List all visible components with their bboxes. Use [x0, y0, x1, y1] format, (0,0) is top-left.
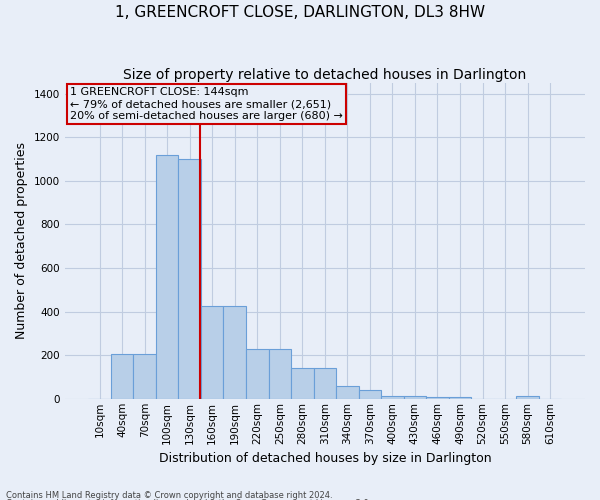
- Bar: [404, 396, 426, 399]
- Bar: [291, 368, 314, 399]
- Bar: [156, 154, 178, 399]
- Bar: [201, 306, 223, 399]
- Bar: [516, 396, 539, 399]
- Text: Contains public sector information licensed under the Open Government Licence v3: Contains public sector information licen…: [6, 499, 371, 500]
- Text: 1 GREENCROFT CLOSE: 144sqm
← 79% of detached houses are smaller (2,651)
20% of s: 1 GREENCROFT CLOSE: 144sqm ← 79% of deta…: [70, 88, 343, 120]
- Bar: [359, 390, 381, 399]
- Bar: [426, 396, 449, 399]
- Bar: [381, 396, 404, 399]
- Bar: [133, 354, 156, 399]
- Bar: [111, 354, 133, 399]
- Title: Size of property relative to detached houses in Darlington: Size of property relative to detached ho…: [123, 68, 526, 82]
- Y-axis label: Number of detached properties: Number of detached properties: [15, 142, 28, 340]
- Bar: [336, 386, 359, 399]
- Text: 1, GREENCROFT CLOSE, DARLINGTON, DL3 8HW: 1, GREENCROFT CLOSE, DARLINGTON, DL3 8HW: [115, 5, 485, 20]
- Bar: [246, 348, 269, 399]
- Text: Contains HM Land Registry data © Crown copyright and database right 2024.: Contains HM Land Registry data © Crown c…: [6, 490, 332, 500]
- Bar: [269, 348, 291, 399]
- Bar: [178, 159, 201, 399]
- Bar: [449, 396, 471, 399]
- X-axis label: Distribution of detached houses by size in Darlington: Distribution of detached houses by size …: [158, 452, 491, 465]
- Bar: [223, 306, 246, 399]
- Bar: [314, 368, 336, 399]
